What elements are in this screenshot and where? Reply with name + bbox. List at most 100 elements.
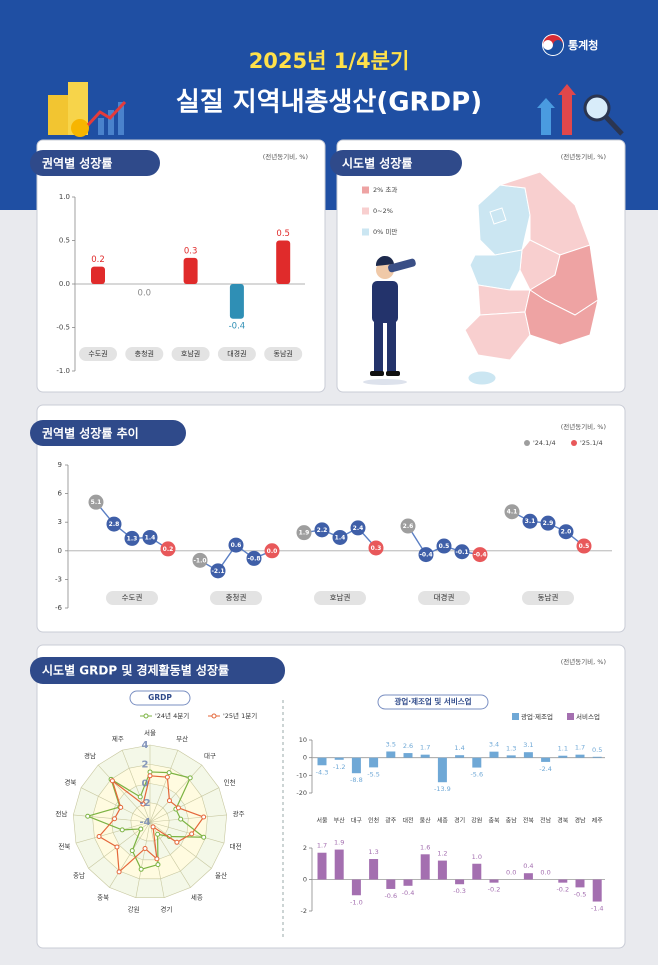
bar xyxy=(437,757,447,783)
value-label: 0.3 xyxy=(184,246,198,256)
bar xyxy=(403,879,413,886)
point xyxy=(114,844,120,850)
point xyxy=(454,544,470,560)
x-tick-label: 제주 xyxy=(592,817,604,825)
value-label: -0.4 xyxy=(229,321,246,331)
category-label: 강원 xyxy=(128,904,140,913)
unit-label: (전년동기비, %) xyxy=(561,657,606,666)
value-label: -0.2 xyxy=(556,886,569,894)
bar xyxy=(506,755,516,758)
value-label: -2.1 xyxy=(211,568,224,575)
spoke xyxy=(109,821,151,888)
unit-label: (전년동기비, %) xyxy=(561,152,606,161)
point xyxy=(175,805,181,811)
point xyxy=(138,826,144,832)
x-tick-label: 대구 xyxy=(351,817,363,825)
x-tick-label: 경남 xyxy=(574,817,586,825)
y-tick-label: 10 xyxy=(299,736,307,744)
point xyxy=(189,831,195,837)
unit-label: (전년동기비, %) xyxy=(263,152,308,161)
point xyxy=(96,833,102,839)
bar xyxy=(558,755,568,758)
point xyxy=(166,770,172,776)
legend-label: '24년 4분기 xyxy=(155,711,189,720)
value-label: 3.5 xyxy=(386,740,396,748)
person-illustration xyxy=(363,255,416,385)
value-label: 4.1 xyxy=(507,509,518,516)
value-label: 2.8 xyxy=(109,521,120,528)
x-tick-label: 세종 xyxy=(437,817,449,825)
bar xyxy=(420,754,430,758)
legend-marker xyxy=(524,440,530,446)
chart-title: 광업·제조업 및 서비스업 xyxy=(394,696,471,706)
value-label: 1.0 xyxy=(472,853,482,861)
point xyxy=(314,522,330,538)
legend-swatch xyxy=(362,228,369,236)
point xyxy=(436,538,452,554)
value-label: -13.9 xyxy=(434,785,451,793)
bar xyxy=(455,755,465,758)
category-label: 광주 xyxy=(233,810,245,818)
bar xyxy=(334,849,344,880)
category-label: 전남 xyxy=(55,809,67,818)
r-tick-label: -2 xyxy=(139,798,150,809)
y-tick-label: -10 xyxy=(296,771,307,779)
bar xyxy=(472,863,482,880)
point xyxy=(88,494,104,510)
point xyxy=(418,547,434,563)
point xyxy=(540,515,556,531)
value-label: -4.3 xyxy=(316,768,329,776)
category-label: 부산 xyxy=(176,734,188,743)
value-label: 2.9 xyxy=(543,520,554,527)
bar xyxy=(489,879,499,883)
x-tick-label: 수도권 xyxy=(88,350,107,358)
category-label: 충북 xyxy=(97,893,109,902)
value-label: -1.0 xyxy=(350,898,363,906)
category-pill xyxy=(210,591,262,605)
bar xyxy=(592,879,602,902)
point xyxy=(210,563,226,579)
value-label: -5.5 xyxy=(367,770,380,778)
title-pill xyxy=(30,150,160,176)
spoke xyxy=(149,814,227,823)
r-tick-label: 4 xyxy=(142,740,149,751)
point xyxy=(192,552,208,568)
category-label: 세종 xyxy=(191,893,203,902)
bar xyxy=(472,757,482,768)
point xyxy=(178,816,184,822)
value-label: 2.6 xyxy=(403,523,414,530)
value-label: -2.4 xyxy=(539,765,552,773)
value-label: 3.4 xyxy=(489,741,499,749)
spoke xyxy=(149,821,212,869)
point xyxy=(187,775,193,781)
bar xyxy=(91,266,105,284)
bar xyxy=(183,257,198,284)
category-label: 경기 xyxy=(160,904,172,913)
map-region xyxy=(489,207,507,225)
point xyxy=(228,537,244,553)
value-label: 1.1 xyxy=(558,745,568,753)
title-pill xyxy=(330,150,462,176)
logo-text: 통계청 xyxy=(568,38,598,52)
point xyxy=(264,543,280,559)
y-tick-label: -2 xyxy=(301,907,307,915)
value-label: 5.1 xyxy=(91,499,102,506)
point xyxy=(472,547,488,563)
panel-title: 권역별 성장률 추이 xyxy=(42,426,139,441)
chart-title-pill xyxy=(129,690,191,706)
legend-marker xyxy=(211,713,217,719)
bar xyxy=(386,879,396,889)
point xyxy=(116,869,122,875)
value-label: -5.6 xyxy=(470,771,483,779)
spoke xyxy=(149,764,203,823)
y-tick-label: -0.5 xyxy=(56,324,70,332)
value-label: 1.7 xyxy=(420,744,430,752)
point xyxy=(522,513,538,529)
value-label: 0.0 xyxy=(540,869,550,877)
y-tick-label: 0 xyxy=(303,754,307,762)
legend-label: 2% 초과 xyxy=(373,185,397,194)
y-tick-label: 0 xyxy=(58,547,62,555)
chart-title-pill xyxy=(377,694,489,710)
map-region xyxy=(469,249,523,291)
category-pill xyxy=(522,591,574,605)
